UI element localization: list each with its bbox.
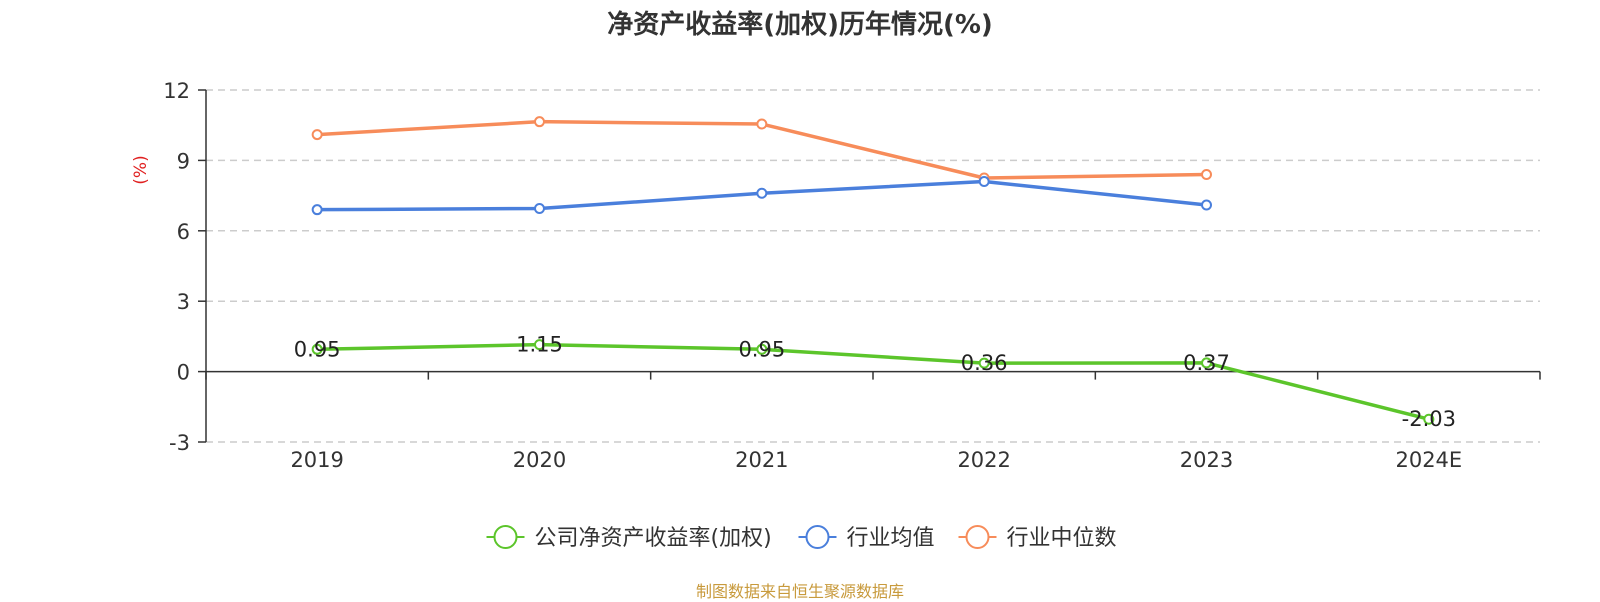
x-tick-label: 2020: [513, 448, 566, 472]
y-tick-label: 3: [177, 290, 190, 314]
data-label: -2.03: [1402, 407, 1456, 431]
series-point-1[interactable]: [756, 187, 768, 199]
series-layer: [311, 116, 1435, 425]
y-axis-label: (%): [131, 155, 151, 184]
y-tick-label: 6: [177, 220, 190, 244]
legend-label: 行业均值: [847, 526, 935, 551]
legend-swatch-marker: [965, 525, 990, 549]
x-tick-label: 2023: [1180, 448, 1233, 472]
y-tick-label: 12: [163, 79, 190, 103]
legend[interactable]: 公司净资产收益率(加权) 行业均值 行业中位数: [486, 525, 1117, 551]
legend-item-0[interactable]: 公司净资产收益率(加权): [486, 525, 772, 551]
data-label: 0.36: [961, 351, 1008, 375]
series-point-0[interactable]: [978, 357, 990, 369]
data-label-layer: 0.95 1.15 0.95 0.36 0.37 -2.03: [294, 333, 1456, 432]
data-label: 0.95: [738, 337, 785, 361]
x-tick-label: 2019: [290, 448, 343, 472]
legend-label: 行业中位数: [1007, 526, 1117, 551]
series-point-1[interactable]: [1201, 199, 1212, 211]
series-point-1[interactable]: [978, 176, 990, 188]
series-point-2[interactable]: [1201, 168, 1212, 180]
legend-item-1[interactable]: 行业均值: [798, 525, 935, 551]
series-point-2[interactable]: [534, 116, 545, 128]
x-tick-label: 2021: [735, 448, 788, 472]
y-tick-label: 0: [177, 361, 190, 385]
grid-layer: [206, 89, 1540, 443]
series-point-0[interactable]: [1423, 413, 1435, 425]
series-point-2[interactable]: [311, 129, 323, 141]
data-label: 1.15: [516, 333, 563, 357]
source-note: 制图数据来自恒生聚源数据库: [695, 582, 904, 601]
legend-swatch-marker: [805, 525, 830, 549]
series-line-0: [317, 342, 1430, 421]
axis-layer: -3 0 3 6 9 12 (%) 2019 2020 2021 2022 2023 2024E: [131, 79, 1541, 472]
series-line-2: [317, 119, 1207, 180]
series-point-0[interactable]: [1201, 357, 1212, 369]
legend-swatch-marker: [493, 525, 518, 549]
x-tick-label: 2022: [957, 448, 1010, 472]
data-label: 0.95: [294, 337, 341, 361]
chart-title: 净资产收益率(加权)历年情况(%): [607, 10, 993, 40]
legend-item-2[interactable]: 行业中位数: [958, 525, 1117, 551]
series-point-2[interactable]: [756, 118, 768, 130]
data-label: 0.37: [1183, 351, 1230, 375]
series-point-0[interactable]: [534, 339, 545, 351]
series-point-0[interactable]: [756, 343, 768, 355]
y-tick-label: -3: [169, 431, 190, 455]
x-tick-label: 2024E: [1395, 448, 1462, 472]
legend-label: 公司净资产收益率(加权): [535, 526, 772, 551]
series-point-1[interactable]: [534, 203, 545, 215]
y-tick-label: 9: [177, 149, 190, 173]
series-point-1[interactable]: [311, 204, 323, 216]
series-point-0[interactable]: [311, 343, 323, 355]
